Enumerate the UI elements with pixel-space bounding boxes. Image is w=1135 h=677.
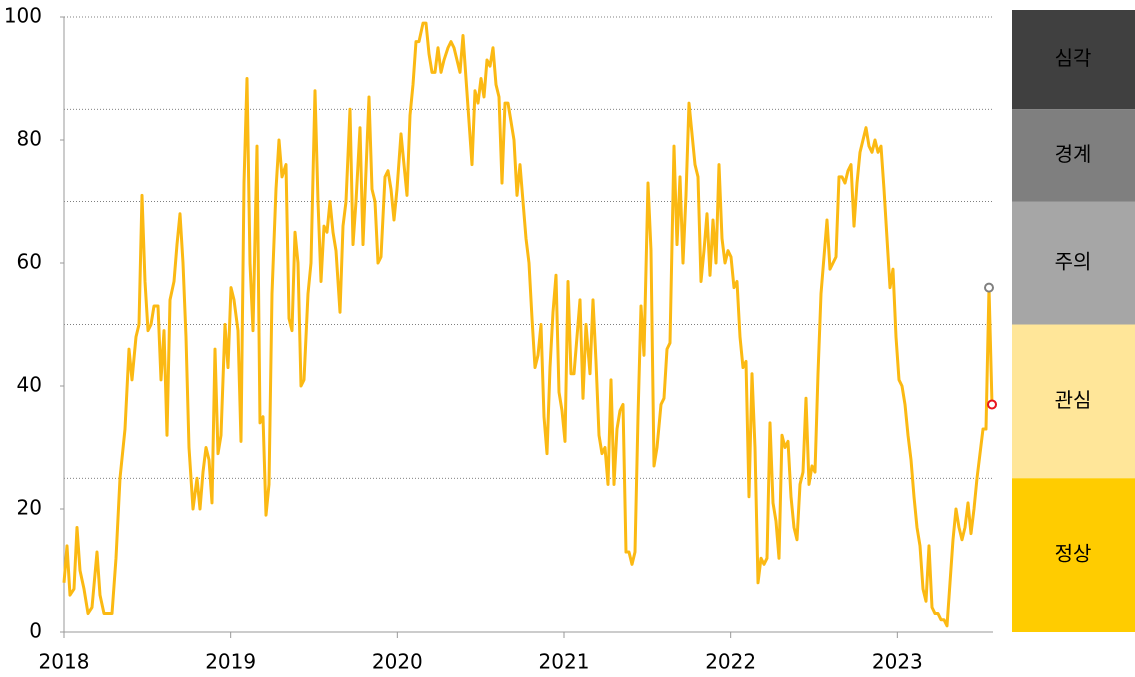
y-tick-label: 60 — [17, 250, 42, 274]
y-tick-label: 80 — [17, 127, 42, 151]
x-tick-label: 2023 — [872, 650, 923, 674]
end-marker — [987, 399, 997, 410]
level-label: 주의 — [1055, 250, 1092, 274]
x-tick-label: 2020 — [372, 650, 423, 674]
level-band — [1012, 109, 1135, 202]
x-tick-label: 2018 — [39, 650, 90, 674]
y-tick-label: 100 — [4, 4, 42, 28]
level-band — [1012, 324, 1135, 479]
end-marker — [984, 282, 994, 293]
level-band — [1012, 10, 1135, 110]
level-label: 심각 — [1055, 46, 1092, 70]
y-tick-label: 20 — [17, 496, 42, 520]
x-tick-label: 2021 — [539, 650, 590, 674]
level-label: 관심 — [1055, 388, 1092, 412]
level-band — [1012, 478, 1135, 632]
level-label: 정상 — [1055, 542, 1092, 566]
level-label: 경계 — [1055, 142, 1092, 166]
level-band — [1012, 201, 1135, 325]
x-tick-label: 2022 — [705, 650, 756, 674]
y-tick-label: 0 — [29, 619, 42, 643]
x-tick-label: 2019 — [205, 650, 256, 674]
series-line — [62, 21, 994, 628]
y-tick-label: 40 — [17, 373, 42, 397]
